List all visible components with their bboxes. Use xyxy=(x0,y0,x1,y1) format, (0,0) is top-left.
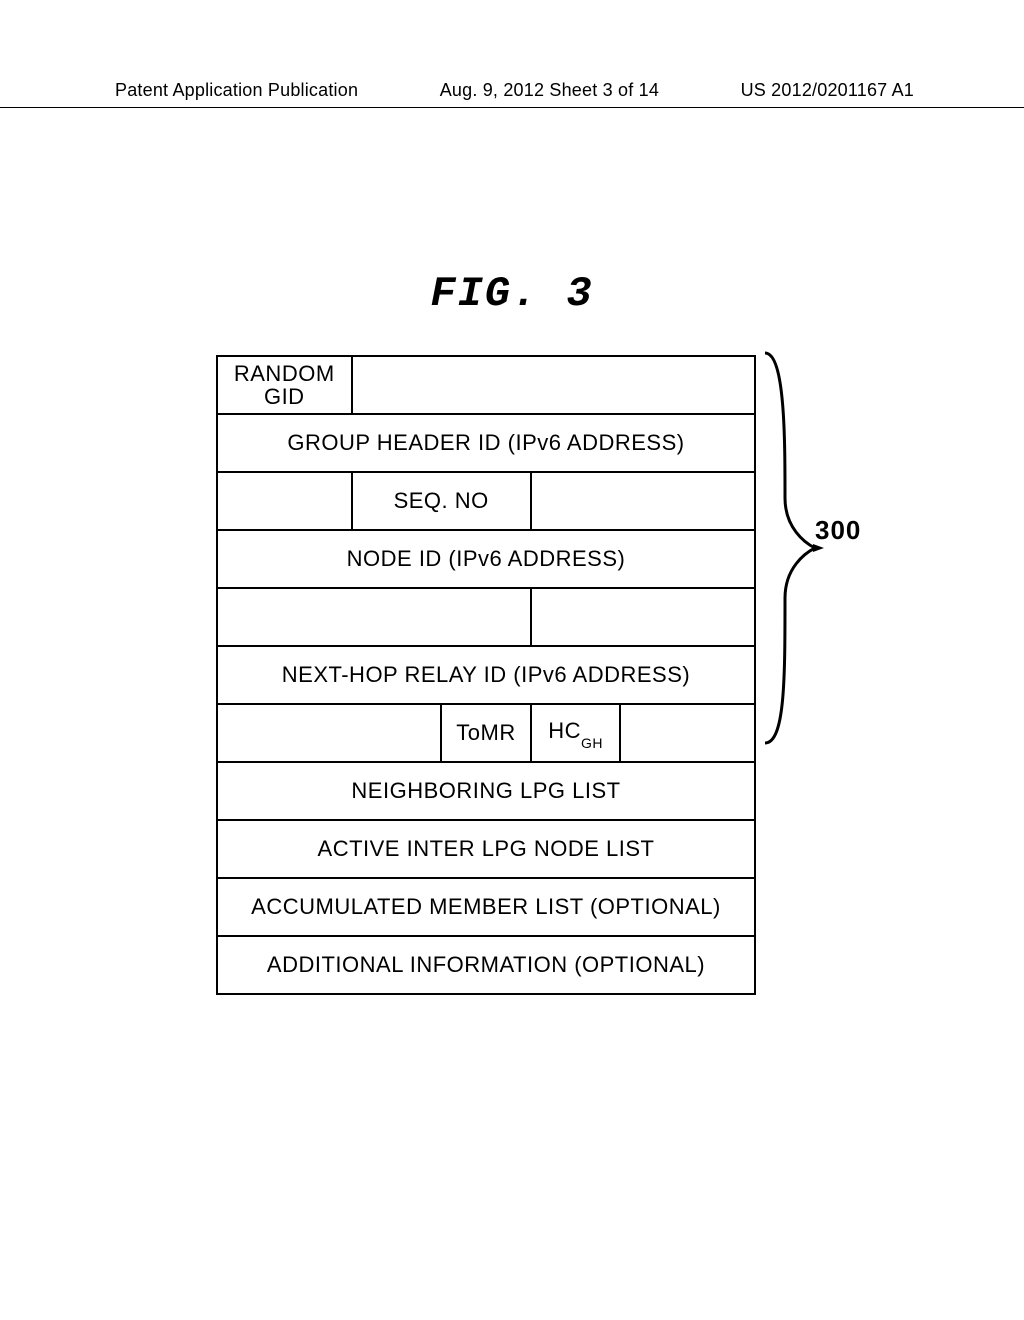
brace-svg xyxy=(760,348,870,748)
figure-title: FIG. 3 xyxy=(0,270,1024,318)
reference-number: 300 xyxy=(815,515,861,546)
cell-additional-info: ADDITIONAL INFORMATION (OPTIONAL) xyxy=(217,936,755,994)
table-row xyxy=(217,588,755,646)
table-row: NEXT-HOP RELAY ID (IPv6 ADDRESS) xyxy=(217,646,755,704)
table-row: ADDITIONAL INFORMATION (OPTIONAL) xyxy=(217,936,755,994)
table-row: ToMR HCGH xyxy=(217,704,755,762)
packet-table-wrap: RANDOM GID GROUP HEADER ID (IPv6 ADDRESS… xyxy=(216,355,756,995)
cell-accumulated-member-list: ACCUMULATED MEMBER LIST (OPTIONAL) xyxy=(217,878,755,936)
table-row: RANDOM GID xyxy=(217,356,755,414)
page-header: Patent Application Publication Aug. 9, 2… xyxy=(0,80,1024,108)
cell-empty xyxy=(217,472,352,530)
packet-table: RANDOM GID GROUP HEADER ID (IPv6 ADDRESS… xyxy=(216,355,756,995)
header-right: US 2012/0201167 A1 xyxy=(741,80,914,101)
hcgh-sub: GH xyxy=(581,735,603,751)
cell-empty xyxy=(217,588,531,646)
cell-tomr: ToMR xyxy=(441,704,531,762)
cell-empty xyxy=(620,704,755,762)
cell-node-id: NODE ID (IPv6 ADDRESS) xyxy=(217,530,755,588)
table-row: ACTIVE INTER LPG NODE LIST xyxy=(217,820,755,878)
table-row: GROUP HEADER ID (IPv6 ADDRESS) xyxy=(217,414,755,472)
cell-group-header-id: GROUP HEADER ID (IPv6 ADDRESS) xyxy=(217,414,755,472)
table-row: NODE ID (IPv6 ADDRESS) xyxy=(217,530,755,588)
cell-hcgh: HCGH xyxy=(531,704,621,762)
table-row: ACCUMULATED MEMBER LIST (OPTIONAL) xyxy=(217,878,755,936)
cell-seq-no: SEQ. NO xyxy=(352,472,531,530)
header-left: Patent Application Publication xyxy=(115,80,358,101)
hcgh-base: HC xyxy=(548,718,581,743)
cell-active-inter-lpg: ACTIVE INTER LPG NODE LIST xyxy=(217,820,755,878)
cell-neighboring-lpg-list: NEIGHBORING LPG LIST xyxy=(217,762,755,820)
brace-icon xyxy=(760,348,870,748)
header-row: Patent Application Publication Aug. 9, 2… xyxy=(0,80,1024,101)
cell-next-hop-relay-id: NEXT-HOP RELAY ID (IPv6 ADDRESS) xyxy=(217,646,755,704)
cell-empty xyxy=(531,472,755,530)
header-mid: Aug. 9, 2012 Sheet 3 of 14 xyxy=(440,80,659,101)
cell-empty xyxy=(217,704,441,762)
table-row: SEQ. NO xyxy=(217,472,755,530)
cell-empty xyxy=(352,356,755,414)
cell-random-gid: RANDOM GID xyxy=(217,356,352,414)
cell-empty xyxy=(531,588,755,646)
table-row: NEIGHBORING LPG LIST xyxy=(217,762,755,820)
